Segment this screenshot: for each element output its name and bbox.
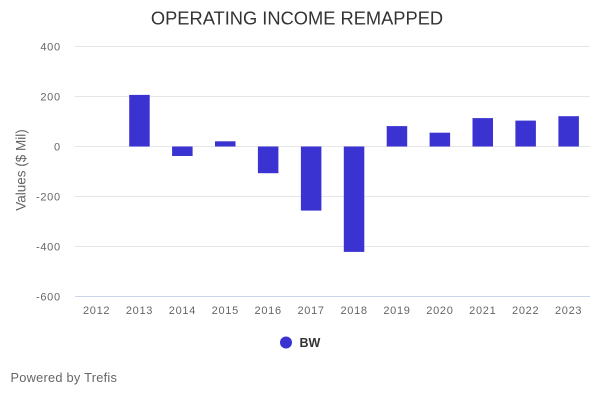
svg-text:-400: -400 xyxy=(36,242,61,254)
svg-text:2014: 2014 xyxy=(169,305,196,317)
svg-text:2017: 2017 xyxy=(297,305,324,317)
svg-text:-600: -600 xyxy=(36,292,61,304)
svg-text:2016: 2016 xyxy=(255,305,282,317)
svg-text:Powered by Trefis: Powered by Trefis xyxy=(11,370,118,385)
svg-text:2023: 2023 xyxy=(555,305,582,317)
svg-text:2020: 2020 xyxy=(426,305,453,317)
svg-text:2021: 2021 xyxy=(469,305,496,317)
svg-text:2018: 2018 xyxy=(340,305,367,317)
svg-text:2015: 2015 xyxy=(212,305,239,317)
svg-text:Values ($ Mil): Values ($ Mil) xyxy=(14,129,29,211)
svg-text:BW: BW xyxy=(300,336,321,350)
svg-text:OPERATING INCOME REMAPPED: OPERATING INCOME REMAPPED xyxy=(151,8,443,29)
svg-text:0: 0 xyxy=(54,142,61,154)
svg-text:2012: 2012 xyxy=(83,305,110,317)
svg-text:2019: 2019 xyxy=(383,305,410,317)
svg-text:400: 400 xyxy=(40,42,60,54)
svg-text:2022: 2022 xyxy=(512,305,539,317)
svg-text:200: 200 xyxy=(40,92,60,104)
svg-text:2013: 2013 xyxy=(126,305,153,317)
svg-text:-200: -200 xyxy=(36,192,61,204)
